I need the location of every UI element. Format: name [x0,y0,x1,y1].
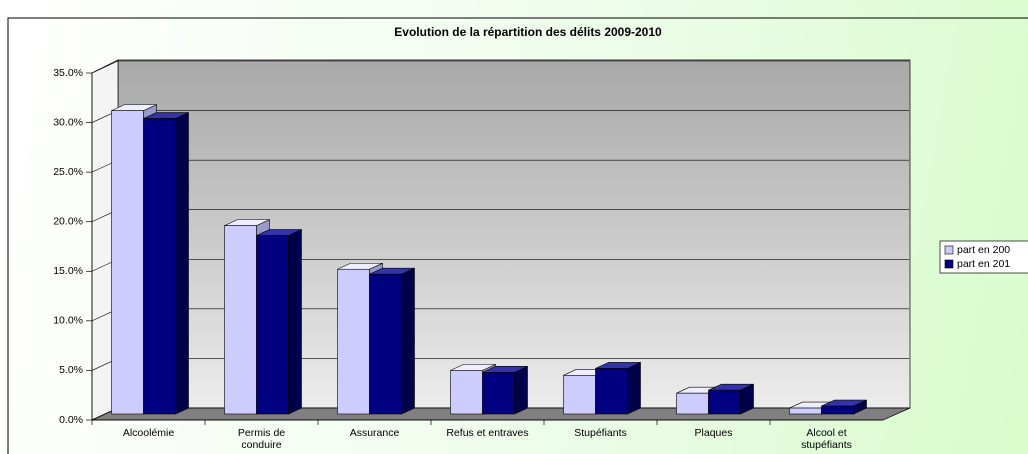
y-tick-label: 25.0% [53,166,83,178]
bar [676,392,709,415]
bar-side [514,365,528,415]
bar [111,110,144,415]
bar [369,273,402,415]
bar [821,405,854,415]
x-tick-label: Plaques [694,427,733,439]
x-tick-label: Refus et entraves [446,427,529,439]
legend-label: part en 200 [957,244,1010,256]
x-tick-label: Permis de conduire [237,427,286,451]
y-tick-label: 10.0% [53,315,83,327]
bar-side [175,112,189,415]
bar-side [627,361,641,415]
bar [450,370,483,415]
y-tick-label: 15.0% [53,265,83,277]
legend-swatch [944,259,954,269]
y-tick-label: 0.0% [59,414,83,426]
chart-border [7,17,1028,454]
x-tick-label: Alcool et stupéfiants [801,427,852,451]
y-tick-label: 20.0% [53,215,83,227]
y-tick-label: 30.0% [53,116,83,128]
x-tick-label: Alcoolémie [122,427,175,439]
bar [337,268,370,415]
bar [563,375,596,415]
y-tick-label: 35.0% [53,67,83,79]
bar [143,118,176,415]
bar-side [288,229,302,415]
bar [595,368,628,415]
bar-side [401,267,415,415]
bar [224,225,257,415]
bar [482,372,515,415]
y-tick-label: 5.0% [59,364,83,376]
grid-line [91,60,909,74]
bar [789,407,822,415]
legend-label: part en 201 [957,258,1010,270]
x-tick-label: Assurance [349,427,400,439]
legend [939,240,1028,274]
bar [256,235,289,415]
chart-title: Evolution de la répartition des délits 2… [394,25,662,39]
x-tick-label: Stupéfiants [574,427,627,439]
legend-swatch [944,245,954,255]
bar [708,389,741,415]
